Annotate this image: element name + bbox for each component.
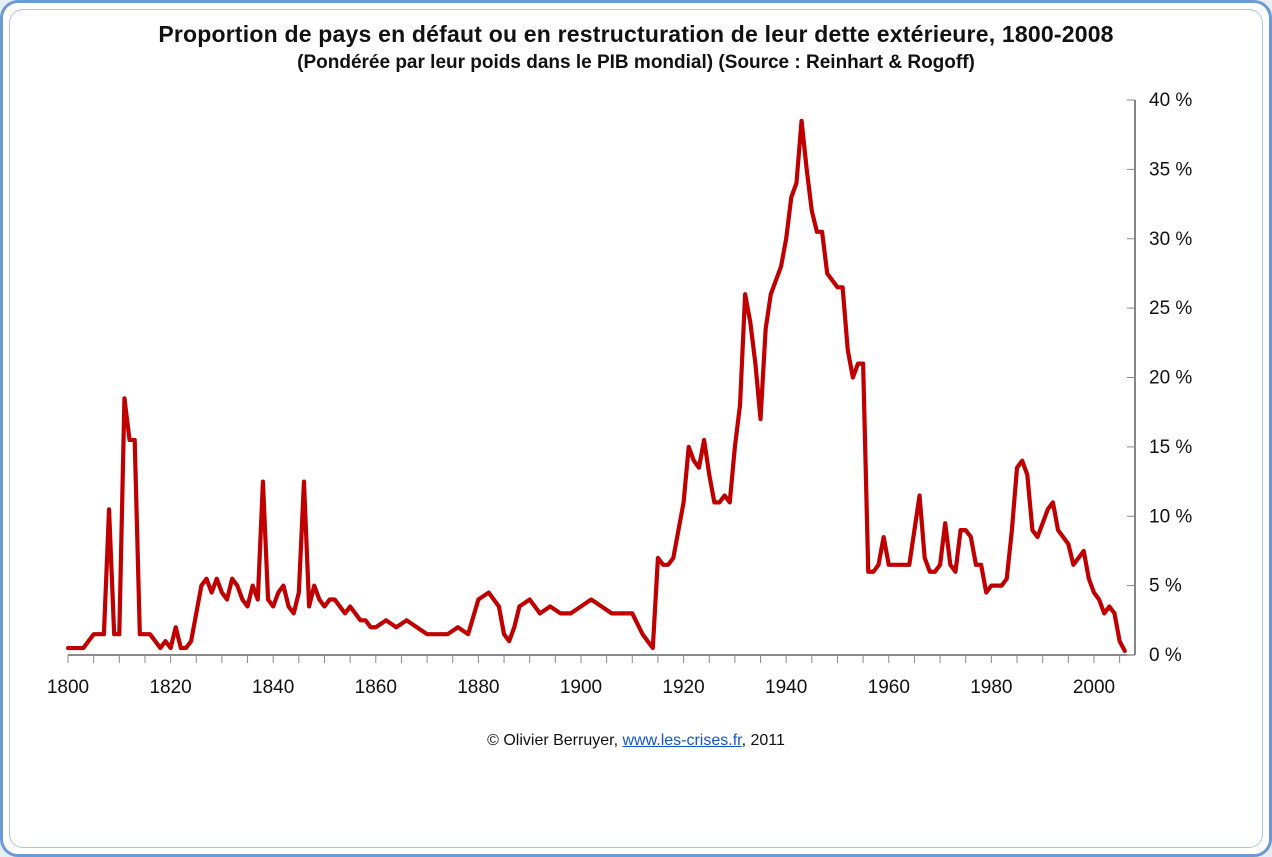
svg-text:30 %: 30 %: [1149, 229, 1192, 250]
svg-text:1980: 1980: [970, 677, 1012, 698]
les-crises-link[interactable]: www.les-crises.fr: [622, 732, 741, 749]
axes-group: [68, 100, 1135, 663]
svg-text:1900: 1900: [560, 677, 602, 698]
chart-subtitle: (Pondérée par leur poids dans le PIB mon…: [3, 52, 1269, 74]
svg-text:25 %: 25 %: [1149, 298, 1192, 319]
svg-text:2000: 2000: [1073, 677, 1115, 698]
svg-text:1960: 1960: [868, 677, 910, 698]
svg-text:1860: 1860: [355, 677, 397, 698]
svg-text:40 %: 40 %: [1149, 90, 1192, 111]
svg-text:1880: 1880: [457, 677, 499, 698]
svg-text:1940: 1940: [765, 677, 807, 698]
chart-title: Proportion de pays en défaut ou en restr…: [3, 3, 1269, 48]
svg-text:1920: 1920: [662, 677, 704, 698]
svg-text:15 %: 15 %: [1149, 437, 1192, 458]
svg-text:1820: 1820: [149, 677, 191, 698]
default-debt-line[interactable]: [68, 121, 1125, 651]
svg-text:1840: 1840: [252, 677, 294, 698]
svg-text:1800: 1800: [47, 677, 89, 698]
y-tick-labels: 0 % 5 % 10 % 15 % 20 % 25 % 30 % 35 % 40 %: [1149, 90, 1192, 666]
svg-text:20 %: 20 %: [1149, 368, 1192, 389]
svg-text:0 %: 0 %: [1149, 645, 1182, 666]
footer-credit: © Olivier Berruyer, www.les-crises.fr, 2…: [3, 732, 1269, 750]
svg-text:10 %: 10 %: [1149, 506, 1192, 527]
svg-text:5 %: 5 %: [1149, 576, 1182, 597]
svg-text:35 %: 35 %: [1149, 159, 1192, 180]
chart-window: Proportion de pays en défaut ou en restr…: [0, 0, 1272, 857]
line-chart-svg[interactable]: 1800 1820 1840 1860 1880 1900 1920 1940 1960 1980…: [3, 80, 1272, 730]
x-tick-labels: 1800 1820 1840 1860 1880 1900 1920 1940 1960 1980…: [47, 677, 1115, 698]
chart-plot-area: 1800 1820 1840 1860 1880 1900 1920 1940 1960 1980…: [3, 80, 1272, 730]
